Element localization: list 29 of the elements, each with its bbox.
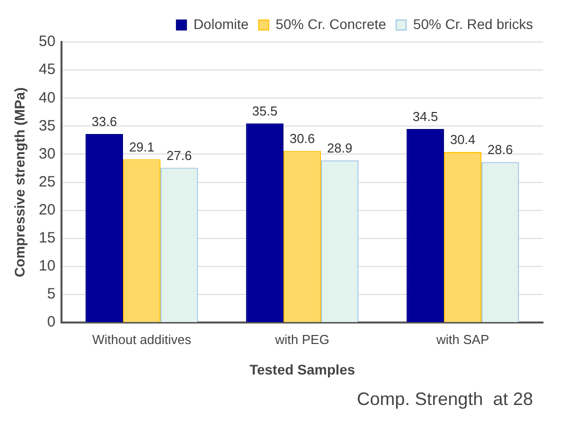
legend-label: 50% Cr. Concrete [276,16,386,32]
x-tick-label: Without additives [92,332,192,347]
y-axis-title: Compressive strength (MPa) [11,87,28,278]
y-tick-label: 35 [38,117,56,134]
data-label: 35.5 [252,103,278,118]
y-tick-label: 5 [47,286,56,303]
data-label: 27.6 [166,148,192,163]
x-tick-label: with SAP [435,332,490,347]
text: Comp. Strength at 28 [356,389,534,410]
y-tick-label: 20 [38,202,56,218]
y-tick-label: 45 [38,61,56,78]
data-label: 33.6 [92,114,117,130]
y-tick-label: 30 [38,145,56,162]
data-label: 28.9 [327,140,352,156]
y-tick-label: 40 [38,89,56,106]
y-tick-label: 15 [38,230,56,247]
data-label: 29.1 [129,139,154,154]
y-tick-label: 0 [47,314,56,331]
data-label: 30.4 [450,132,476,148]
data-label: 34.5 [412,109,438,124]
x-tick-label: with PEG [274,332,330,347]
y-tick-label: 10 [38,258,56,275]
data-label: 30.6 [290,130,315,146]
data-label: 28.6 [488,142,513,158]
y-tick-label: 50 [38,33,56,50]
legend-label: Dolomite [193,16,249,32]
x-axis-title: Tested Samples [249,361,356,378]
legend-label: 50% Cr. Red bricks [413,16,534,32]
y-tick-label: 25 [38,173,56,190]
